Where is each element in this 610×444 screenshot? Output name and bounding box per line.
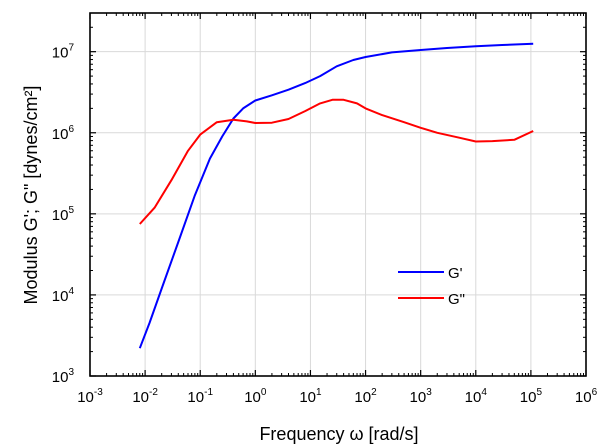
series-lines <box>138 42 534 349</box>
series-line-g-prime <box>138 42 534 349</box>
x-tick-label: 10-3 <box>77 387 103 406</box>
y-tick-label: 103 <box>52 367 75 386</box>
grid-lines <box>90 13 586 376</box>
y-axis-label: Modulus G'; G" [dynes/cm²] <box>21 86 41 305</box>
series-line-g-double-prime <box>139 98 534 225</box>
y-tick-label: 105 <box>52 205 75 224</box>
x-tick-label: 106 <box>575 387 598 406</box>
axis-ticks <box>89 12 587 377</box>
x-tick-label: 10-1 <box>187 387 213 406</box>
legend-label: G" <box>448 291 465 308</box>
y-tick-label: 106 <box>52 124 75 143</box>
x-tick-label: 100 <box>244 387 267 406</box>
x-tick-label: 10-2 <box>132 387 158 406</box>
y-tick-label: 107 <box>52 43 75 62</box>
legend-label: G' <box>448 265 463 282</box>
x-tick-label: 101 <box>299 387 322 406</box>
x-tick-label: 102 <box>354 387 377 406</box>
legend: G' G" <box>398 265 465 308</box>
x-tick-label: 104 <box>465 387 488 406</box>
y-tick-label: 104 <box>52 286 75 305</box>
x-tick-label: 105 <box>520 387 543 406</box>
axis-tick-labels: 10-3 10-2 10-1 100 101 102 103 104 105 106 103 104 1… <box>52 43 598 406</box>
plot-frame <box>89 12 587 377</box>
x-tick-label: 103 <box>410 387 433 406</box>
x-axis-label: Frequency ω [rad/s] <box>259 424 418 444</box>
